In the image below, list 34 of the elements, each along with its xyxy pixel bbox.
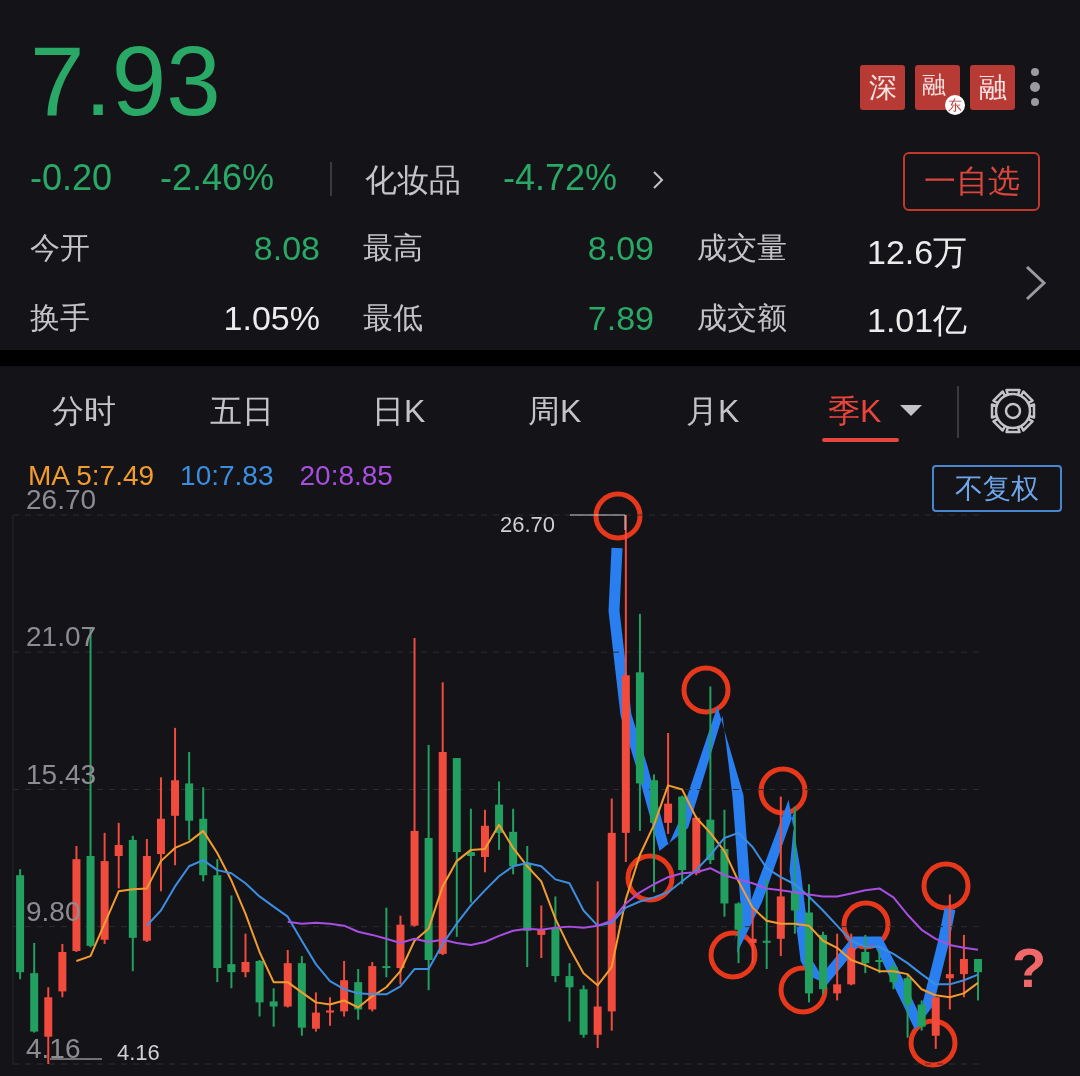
text: 最高 (363, 230, 423, 266)
annotation: 26.70 (499, 512, 555, 537)
text: 7.89 (587, 297, 654, 339)
text: 分时 (52, 391, 116, 431)
text: 8.09 (587, 227, 654, 269)
text: 成交量 (697, 230, 787, 266)
text: 月K (686, 391, 740, 431)
text: 10:7.83 (180, 459, 274, 493)
text: 1.05% (223, 297, 320, 339)
text: 深 (860, 65, 905, 110)
text: 周K (528, 391, 582, 431)
text: 8.08 (253, 227, 320, 269)
text: 12.6万 (867, 231, 968, 273)
text: 成交额 (697, 300, 787, 336)
text: 换手 (30, 300, 90, 336)
text: 最低 (363, 300, 423, 336)
text: 20:8.85 (299, 459, 393, 493)
chart-title: 7.93 (30, 25, 221, 138)
text: 今开 (30, 230, 90, 266)
text: -2.46% (160, 156, 275, 200)
text: 融 (970, 65, 1015, 110)
text: -0.20 (30, 156, 113, 200)
text: 东 (945, 95, 965, 115)
text: ? (1012, 935, 1047, 1001)
text: 日K (372, 391, 426, 431)
text: 融 (921, 71, 946, 98)
text: 化妆品 (365, 160, 461, 200)
text: 一自选 (903, 152, 1040, 211)
annotation: 4.16 (117, 1040, 160, 1065)
text: 季K (828, 391, 882, 431)
text: 五日 (210, 391, 274, 431)
text: 不复权 (932, 465, 1062, 512)
text: -4.72% (503, 156, 618, 200)
text: 1.01亿 (867, 299, 968, 341)
